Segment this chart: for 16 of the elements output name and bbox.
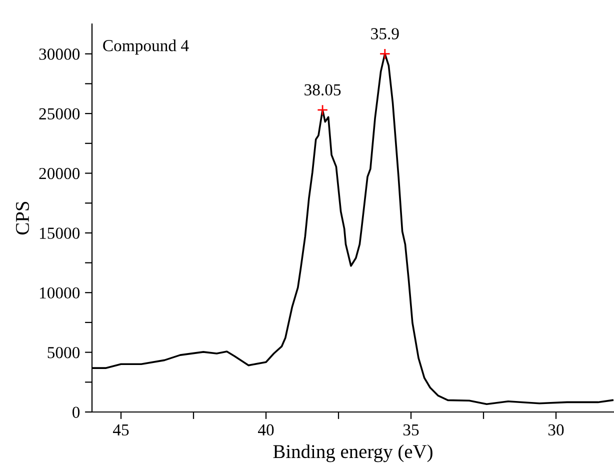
y-tick-label: 20000 — [39, 168, 80, 180]
annotation: 35.9 — [371, 28, 399, 40]
y-tick-label: 5000 — [48, 347, 80, 358]
x-axis-title: Binding energy (eV) — [273, 444, 432, 462]
x-tick-label: 45 — [112, 424, 129, 436]
y-tick-label: 15000 — [40, 228, 80, 239]
y-axis-title: CPS — [16, 202, 30, 234]
y-tick-label: 30000 — [39, 48, 80, 60]
annotation: Compound 4 — [103, 40, 189, 55]
y-tick-label: 25000 — [39, 108, 80, 120]
annotation: 38.05 — [304, 84, 341, 96]
x-tick-label: 40 — [258, 424, 274, 436]
y-tick-label: 0 — [72, 406, 80, 418]
y-tick-label: 10000 — [40, 287, 80, 299]
x-tick-label: 30 — [548, 424, 564, 436]
x-tick-label: 35 — [403, 424, 419, 436]
